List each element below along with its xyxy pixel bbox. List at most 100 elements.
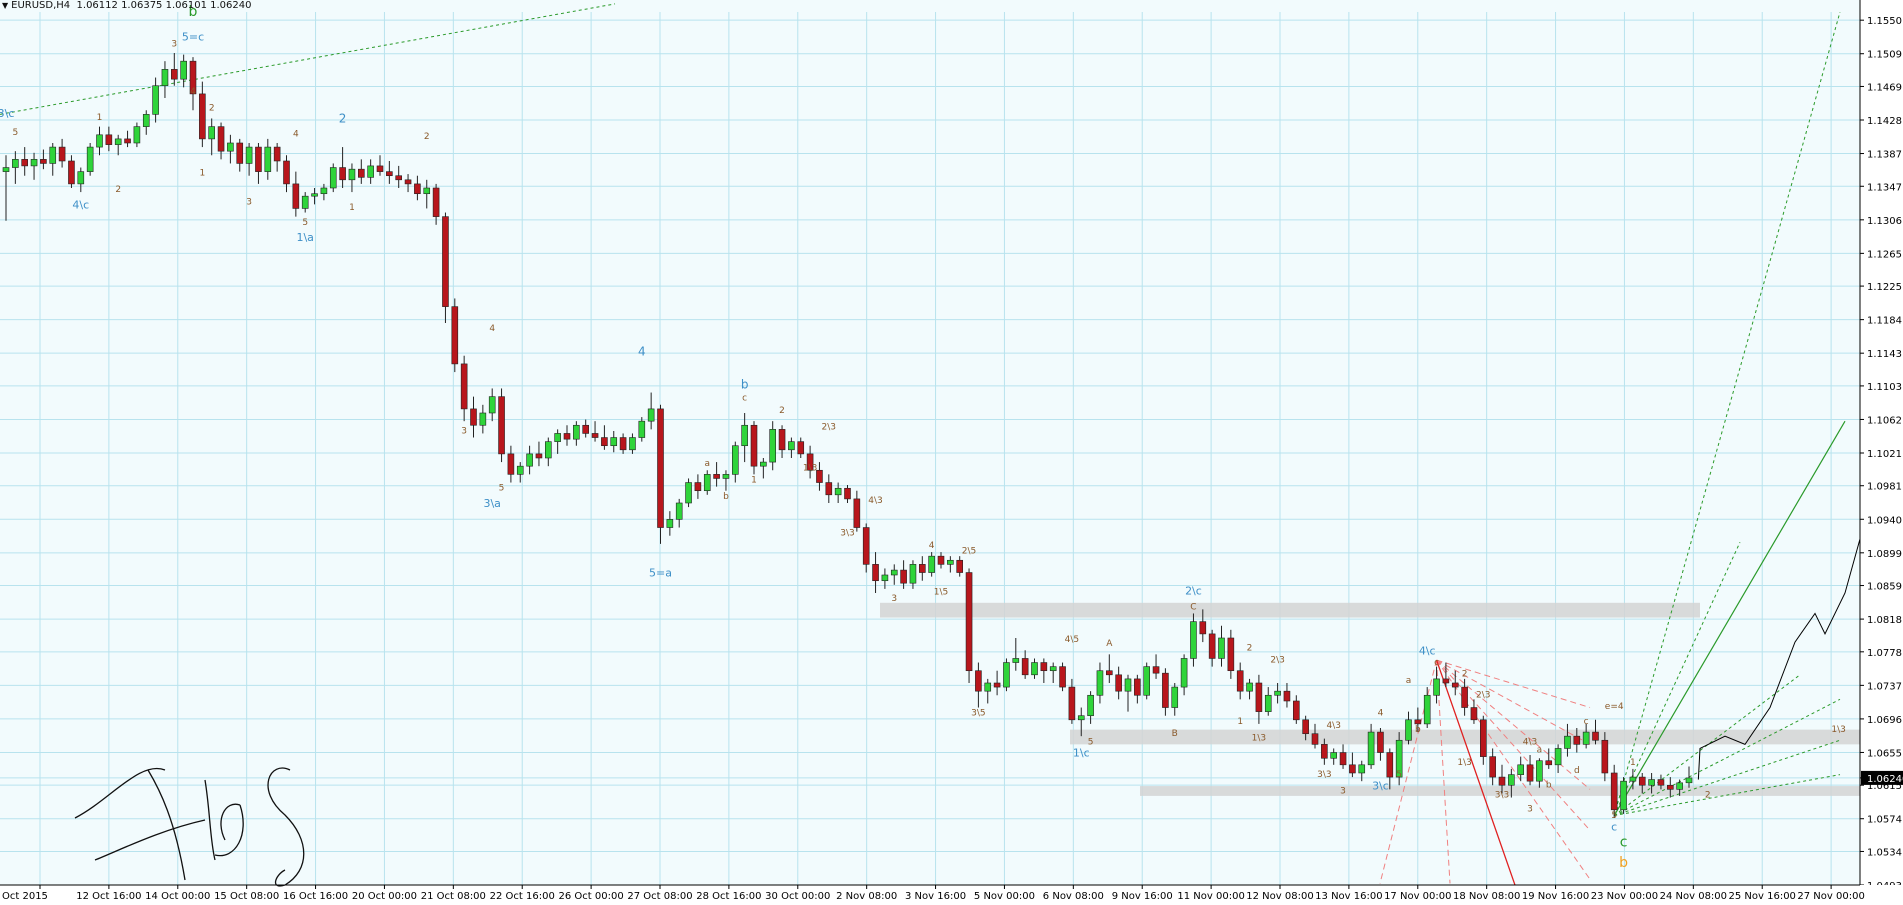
wave-label: 2 bbox=[1247, 643, 1253, 653]
candle bbox=[105, 126, 113, 152]
wave-label: 3\a bbox=[483, 497, 500, 510]
candle-body bbox=[1667, 784, 1674, 790]
wave-label: 2\5 bbox=[962, 547, 976, 557]
candle bbox=[1526, 754, 1534, 786]
candle bbox=[1255, 674, 1263, 724]
support-zone bbox=[1140, 786, 1860, 796]
wave-label: 3\5 bbox=[971, 709, 985, 719]
candle-body bbox=[1283, 690, 1291, 702]
candle bbox=[1620, 777, 1627, 814]
candle-body bbox=[1134, 678, 1141, 696]
candle-body bbox=[357, 168, 365, 178]
candle-body bbox=[1255, 682, 1263, 712]
candle bbox=[1582, 723, 1590, 749]
candle bbox=[666, 511, 674, 536]
time-tick-label: 23 Nov 00:00 bbox=[1591, 891, 1658, 902]
candle-body bbox=[750, 424, 758, 467]
candle bbox=[1638, 772, 1646, 794]
candle bbox=[96, 126, 103, 156]
candle-body bbox=[245, 146, 253, 164]
wave-label: 5 bbox=[499, 484, 505, 494]
candle-body bbox=[1367, 731, 1375, 766]
candle-body bbox=[49, 146, 57, 164]
wave-label: 2 bbox=[1705, 791, 1711, 801]
candle-body bbox=[657, 408, 664, 528]
candle bbox=[965, 568, 973, 683]
candle bbox=[386, 160, 393, 184]
candle-body bbox=[610, 437, 618, 447]
candle bbox=[451, 298, 459, 373]
support-zone bbox=[880, 602, 1700, 618]
wave-label: 5=a bbox=[649, 567, 672, 580]
candle-body bbox=[180, 60, 187, 80]
candle bbox=[619, 433, 627, 454]
candle-body bbox=[1208, 633, 1216, 659]
candle bbox=[872, 552, 879, 593]
collapse-triangle-icon[interactable]: ▼ bbox=[2, 1, 9, 10]
candle bbox=[516, 462, 524, 483]
candle bbox=[1162, 668, 1169, 716]
candle bbox=[329, 163, 337, 193]
wave-label: 3 bbox=[1340, 786, 1346, 796]
candle bbox=[376, 155, 384, 176]
candle-body bbox=[124, 138, 131, 144]
wave-label: 4\c bbox=[1419, 644, 1436, 657]
candle bbox=[694, 474, 702, 499]
wave-label: c bbox=[1434, 658, 1439, 668]
candle bbox=[1124, 674, 1132, 712]
candle-body bbox=[1274, 690, 1281, 696]
candle bbox=[769, 421, 777, 471]
fan-line-green bbox=[1613, 542, 1741, 816]
candle-body bbox=[142, 114, 150, 127]
candle-body bbox=[582, 424, 590, 434]
candle-body bbox=[890, 569, 898, 576]
candle-body bbox=[1162, 672, 1169, 708]
candle bbox=[1134, 674, 1141, 704]
wave-label: 3 bbox=[246, 197, 252, 207]
trend-lines bbox=[0, 3, 1846, 886]
wave-label: 3 bbox=[891, 594, 897, 604]
candle-body bbox=[1545, 760, 1553, 766]
candle bbox=[142, 110, 150, 135]
candle bbox=[1096, 662, 1104, 704]
candle bbox=[834, 482, 842, 503]
candle-body bbox=[1395, 739, 1403, 778]
price-axis-background bbox=[1860, 0, 1903, 905]
candle-body bbox=[227, 142, 234, 152]
candle-body bbox=[1152, 666, 1160, 674]
upper-trend-line bbox=[0, 3, 616, 115]
candle-body bbox=[1508, 774, 1515, 786]
candle bbox=[283, 155, 290, 193]
candle-body bbox=[395, 175, 403, 181]
candle-body bbox=[161, 69, 169, 87]
time-tick-label: 20 Oct 00:00 bbox=[352, 891, 417, 902]
wave-label: 4\3 bbox=[868, 496, 882, 506]
time-tick-label: 15 Oct 08:00 bbox=[214, 891, 279, 902]
wave-label: 4 bbox=[929, 541, 935, 551]
candle bbox=[591, 421, 599, 442]
candle bbox=[703, 470, 711, 495]
candle bbox=[1077, 707, 1085, 737]
candle bbox=[1358, 760, 1366, 782]
candle bbox=[1433, 666, 1440, 704]
candle bbox=[601, 425, 608, 450]
candle-body bbox=[199, 93, 206, 140]
time-tick-label: 26 Oct 00:00 bbox=[559, 891, 624, 902]
candle-body bbox=[189, 60, 197, 95]
candle-body bbox=[1330, 752, 1337, 759]
time-tick-label: 2 Nov 08:00 bbox=[836, 891, 897, 902]
wave-label: a bbox=[704, 459, 710, 469]
candle bbox=[227, 134, 234, 164]
fan-line-red bbox=[1436, 659, 1591, 709]
candle-body bbox=[404, 179, 412, 185]
time-tick-label: 12 Oct 16:00 bbox=[76, 891, 141, 902]
